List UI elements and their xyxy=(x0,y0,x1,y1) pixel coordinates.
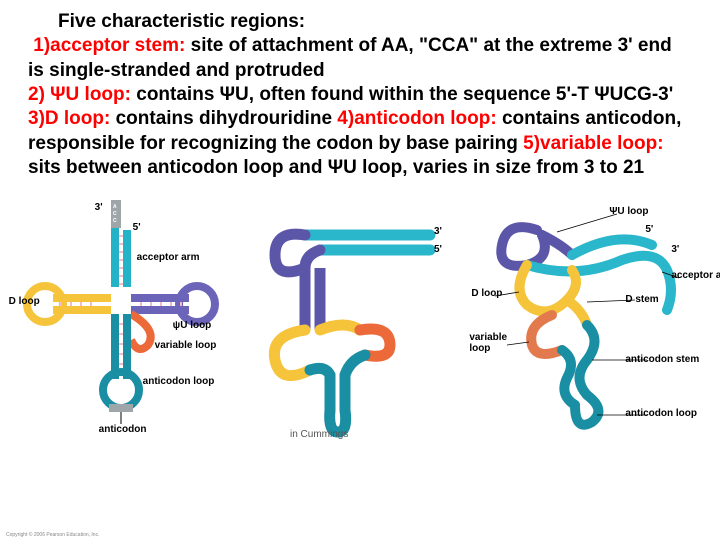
lshape-svg xyxy=(250,200,450,440)
label-anticodon-loop: anticodon loop xyxy=(143,376,215,387)
label-psi-loop: ψU loop xyxy=(173,320,212,331)
label-anticodon: anticodon xyxy=(99,424,147,435)
figure-cloverleaf: A C C xyxy=(13,200,233,440)
label-d-loop: D loop xyxy=(9,296,40,307)
label-acceptor-arm: acceptor arm xyxy=(137,252,200,263)
figure-tertiary: ΨU loop 5' 3' acceptor arm D loop D stem… xyxy=(467,200,707,440)
desc-3: contains dihydrouridine xyxy=(110,108,337,129)
label-variable-loop: variableloop xyxy=(469,332,507,354)
label-5prime: 5' xyxy=(133,222,141,233)
svg-text:C: C xyxy=(113,211,117,217)
label-d-loop: D loop xyxy=(471,288,502,299)
title: Five characteristic regions: xyxy=(28,10,692,34)
svg-text:A: A xyxy=(113,204,117,210)
svg-text:C: C xyxy=(113,218,117,224)
body-text: 1)acceptor stem: site of attachment of A… xyxy=(28,34,692,180)
label-anticodon-stem: anticodon stem xyxy=(625,354,699,365)
label-3: 3)D loop: xyxy=(28,108,110,129)
label-5: 5)variable loop: xyxy=(523,133,663,154)
label-d-stem: D stem xyxy=(625,294,658,305)
label-variable-loop: variable loop xyxy=(155,340,217,351)
figures-row: A C C xyxy=(0,186,720,450)
desc-5: sits between anticodon loop and ΨU loop,… xyxy=(28,157,644,178)
label-acceptor-arm: acceptor arm xyxy=(671,270,720,281)
label-5prime: 5' xyxy=(434,244,442,255)
label-psi-loop: ΨU loop xyxy=(609,206,648,217)
label-5prime: 5' xyxy=(645,224,653,235)
label-anticodon-loop: anticodon loop xyxy=(625,408,697,419)
label-3prime: 3' xyxy=(95,202,103,213)
label-3prime: 3' xyxy=(434,226,442,237)
tertiary-svg xyxy=(467,200,707,440)
label-3prime: 3' xyxy=(671,244,679,255)
text-block: Five characteristic regions: 1)acceptor … xyxy=(0,0,720,186)
desc-2: contains ΨU, often found within the sequ… xyxy=(131,84,673,105)
figure-lshape: 3' 5' in Cummings xyxy=(250,200,450,440)
label-2: 2) ΨU loop: xyxy=(28,84,131,105)
label-4: 4)anticodon loop: xyxy=(337,108,496,129)
copyright-text: Copyright © 2006 Pearson Education, Inc. xyxy=(6,532,99,538)
label-credit: in Cummings xyxy=(290,429,348,440)
label-1: 1)acceptor stem: xyxy=(33,35,185,56)
